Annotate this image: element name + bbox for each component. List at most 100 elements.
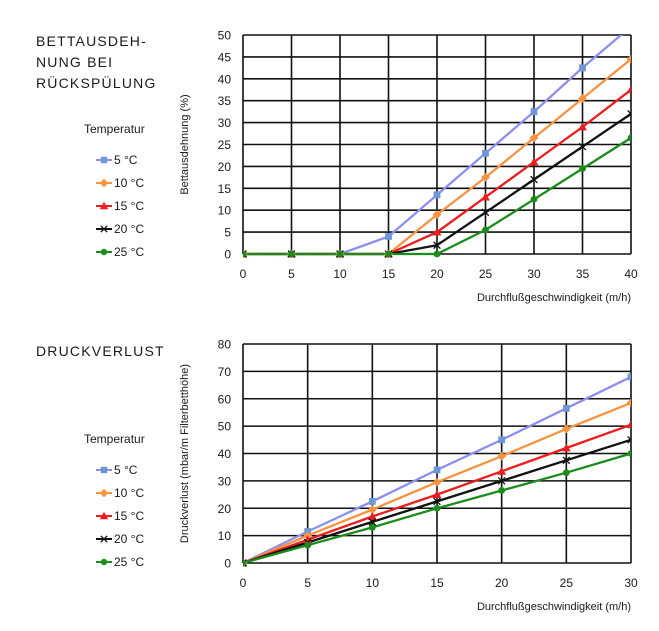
series-line-5	[243, 452, 631, 565]
chart1-legend: 5 °C 10 °C 15 °C 20 °C 25 °C	[96, 148, 144, 263]
data-point	[433, 250, 441, 258]
data-point	[336, 250, 344, 258]
legend-label: 20 °C	[114, 531, 145, 546]
data-point	[303, 538, 312, 547]
data-point	[433, 504, 441, 512]
data-point	[562, 456, 571, 465]
data-point	[626, 398, 631, 408]
legend-label: 15 °C	[114, 508, 145, 523]
diamond-marker-icon	[96, 488, 112, 497]
x-tick-label: 5	[304, 576, 311, 590]
data-point	[530, 175, 538, 184]
data-point	[626, 85, 631, 94]
y-tick-label: 80	[218, 338, 232, 352]
series-line-1	[243, 35, 623, 256]
x-tick-label: 40	[624, 267, 638, 281]
y-tick-label: 0	[224, 557, 231, 571]
data-point	[579, 165, 586, 172]
legend-label: 15 °C	[114, 198, 145, 213]
series-line-4	[243, 438, 631, 565]
data-point	[243, 558, 248, 568]
data-point	[578, 94, 587, 103]
legend-label: 5 °C	[114, 462, 138, 477]
x-tick-label: 5	[288, 267, 295, 281]
x-axis-label: Durchflußgeschwindigkeit (m/h)	[477, 601, 631, 613]
x-tick-label: 25	[560, 576, 574, 590]
data-point	[385, 250, 392, 258]
data-point	[498, 487, 506, 494]
diamond-marker-icon	[96, 178, 112, 187]
legend-item: 25 °C	[96, 550, 144, 573]
legend-label: 5 °C	[114, 152, 138, 167]
y-tick-label: 5	[224, 226, 231, 240]
series-line-1	[243, 375, 631, 565]
data-point	[433, 497, 441, 506]
data-point	[243, 250, 247, 258]
data-point	[481, 172, 490, 182]
y-tick-label: 50	[218, 420, 232, 434]
data-point	[530, 195, 538, 203]
data-point	[627, 134, 631, 142]
y-tick-label: 20	[218, 502, 232, 516]
x-tick-label: 20	[495, 576, 509, 590]
data-point	[432, 490, 442, 498]
y-tick-label: 10	[218, 204, 232, 218]
legend-item: 5 °C	[96, 148, 144, 171]
legend-label: 20 °C	[114, 221, 145, 236]
triangle-marker-icon	[96, 201, 112, 209]
x-tick-label: 20	[430, 267, 444, 281]
y-axis-label: Bettausdehnung (%)	[179, 94, 191, 194]
data-point	[498, 436, 506, 444]
chart2-grid	[242, 343, 632, 564]
y-tick-label: 45	[218, 50, 232, 64]
chart2-title: DRUCKVERLUST	[36, 343, 165, 359]
y-tick-label: 10	[218, 529, 232, 543]
data-point	[627, 373, 631, 381]
data-point	[578, 122, 587, 131]
circle-marker-icon	[96, 248, 112, 255]
x-axis-label: Durchflußgeschwindigkeit (m/h)	[477, 292, 631, 304]
x-tick-label: 10	[333, 267, 347, 281]
data-point	[304, 528, 312, 535]
x-tick-label: 10	[366, 576, 380, 590]
data-point	[626, 54, 631, 64]
circle-marker-icon	[96, 558, 112, 565]
data-point	[303, 535, 313, 544]
data-point	[368, 524, 376, 531]
y-axis-label: Druckverlust (mbar/m Filterbetthöhe)	[179, 364, 191, 543]
y-tick-label: 35	[218, 94, 232, 108]
y-tick-label: 0	[224, 248, 231, 262]
data-point	[579, 64, 586, 72]
legend-item: 15 °C	[96, 194, 144, 217]
x-tick-label: 25	[479, 267, 493, 281]
data-point	[368, 498, 376, 505]
y-tick-label: 15	[218, 182, 232, 196]
data-point	[433, 241, 441, 250]
data-point	[529, 133, 539, 143]
data-point	[288, 250, 295, 258]
data-point	[529, 157, 539, 166]
legend-item: 20 °C	[96, 527, 144, 550]
data-point	[243, 559, 247, 567]
legend-item: 5 °C	[96, 458, 144, 481]
chart1-title: BETTAUSDEH- NUNG BEI RÜCKSPÜLUNG	[36, 33, 157, 91]
data-point	[432, 210, 442, 219]
chart2-legend: 5 °C 10 °C 15 °C 20 °C 25 °C	[96, 458, 144, 573]
y-tick-label: 70	[218, 365, 232, 379]
data-point	[627, 450, 631, 457]
data-point	[367, 505, 377, 515]
bed-expansion-chart: 0 5 10 15 20 25 30 35 40 0 5 10 15 20 25 30 35 40 45 50 Durc…	[179, 29, 638, 305]
data-point	[627, 435, 631, 444]
legend-label: 10 °C	[114, 175, 145, 190]
legend-item: 20 °C	[96, 217, 144, 240]
series-line-2	[243, 401, 631, 565]
legend-label: 25 °C	[114, 554, 145, 569]
x-tick-label: 15	[382, 267, 396, 281]
data-point	[627, 109, 631, 118]
data-point	[562, 469, 570, 477]
series-line-3	[243, 423, 631, 565]
y-tick-label: 30	[218, 116, 232, 130]
data-point	[497, 477, 506, 485]
data-point	[433, 466, 441, 474]
x-tick-label: 15	[430, 576, 444, 590]
